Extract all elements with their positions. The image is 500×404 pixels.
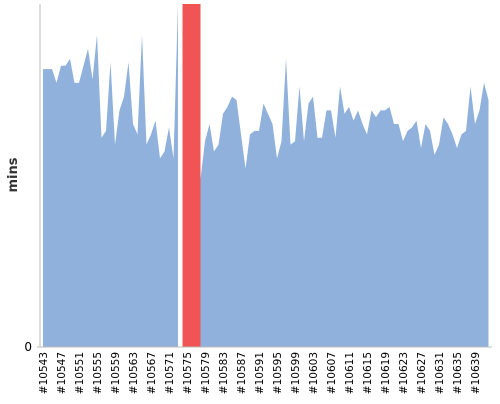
x-tick-label: #10615 bbox=[362, 352, 374, 394]
x-tick-label: #10631 bbox=[434, 352, 446, 394]
x-tick-label: #10583 bbox=[218, 352, 230, 394]
x-tick-label: #10603 bbox=[308, 352, 320, 394]
x-tick-label: #10555 bbox=[92, 352, 104, 394]
x-tick-label: #10623 bbox=[398, 352, 410, 394]
x-tick-label: #10607 bbox=[326, 352, 338, 394]
area bbox=[182, 4, 201, 347]
x-tick-label: #10635 bbox=[452, 352, 464, 394]
x-tick-label: #10567 bbox=[146, 352, 158, 394]
x-tick-label: #10579 bbox=[200, 352, 212, 394]
x-tick-label: #10563 bbox=[128, 352, 140, 394]
y-tick-label: 0 bbox=[24, 340, 32, 354]
plot-area bbox=[43, 4, 489, 347]
x-tick-label: #10627 bbox=[416, 352, 428, 394]
x-tick-label: #10551 bbox=[74, 352, 86, 394]
x-tick-label: #10559 bbox=[110, 352, 122, 394]
x-tick-label: #10599 bbox=[290, 352, 302, 394]
x-tick-label: #10619 bbox=[380, 352, 392, 394]
area bbox=[200, 58, 489, 347]
x-tick-label: #10595 bbox=[272, 352, 284, 394]
x-tick-label: #10639 bbox=[470, 352, 482, 394]
x-tick-label: #10591 bbox=[254, 352, 266, 394]
x-tick-label: #10611 bbox=[344, 352, 356, 394]
x-tick-label: #10587 bbox=[236, 352, 248, 394]
x-tick-label: #10543 bbox=[38, 352, 50, 394]
x-tick-label: #10575 bbox=[182, 352, 194, 394]
y-axis-label: mins bbox=[6, 157, 21, 192]
x-tick-label: #10547 bbox=[56, 352, 68, 394]
x-tick-label: #10571 bbox=[164, 352, 176, 394]
area bbox=[43, 4, 178, 347]
